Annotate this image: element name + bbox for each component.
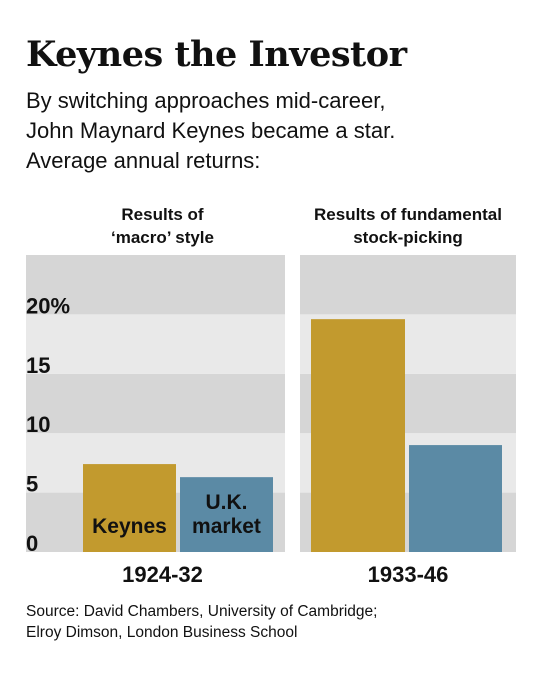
panel-title: stock-picking xyxy=(353,228,463,247)
y-tick-label: 20% xyxy=(26,293,70,318)
source-line: Elroy Dimson, London Business School xyxy=(26,624,298,641)
y-tick-label: 15 xyxy=(26,353,50,378)
bar-label: U.K. xyxy=(206,491,248,514)
bar-label: Keynes xyxy=(92,515,167,538)
subtitle-line: By switching approaches mid-career, xyxy=(26,88,386,113)
y-tick-label: 0 xyxy=(26,531,38,556)
chart-title: Keynes the Investor xyxy=(26,34,407,75)
bar-u-k-market xyxy=(180,477,273,552)
chart-subtitle: By switching approaches mid-career, John… xyxy=(26,86,546,176)
panel-title: Results of xyxy=(121,205,204,224)
period-label: 1933-46 xyxy=(368,562,449,587)
panel-title: ‘macro’ style xyxy=(111,228,214,247)
grid-band xyxy=(26,314,285,374)
subtitle-line: Average annual returns: xyxy=(26,148,261,173)
y-tick-label: 5 xyxy=(26,472,38,497)
grid-band xyxy=(300,255,516,315)
y-tick-label: 10 xyxy=(26,412,50,437)
panel-title: Results of fundamental xyxy=(314,205,502,224)
bar-u-k-market xyxy=(409,445,502,552)
period-label: 1924-32 xyxy=(122,562,203,587)
subtitle-line: John Maynard Keynes became a star. xyxy=(26,118,396,143)
bar-label: market xyxy=(192,515,261,538)
grid-band xyxy=(26,373,285,434)
bar-keynes xyxy=(311,319,405,552)
bar-keynes xyxy=(83,464,176,552)
source-note: Source: David Chambers, University of Ca… xyxy=(26,601,377,643)
source-line: Source: David Chambers, University of Ca… xyxy=(26,603,378,620)
grid-band xyxy=(26,255,285,315)
